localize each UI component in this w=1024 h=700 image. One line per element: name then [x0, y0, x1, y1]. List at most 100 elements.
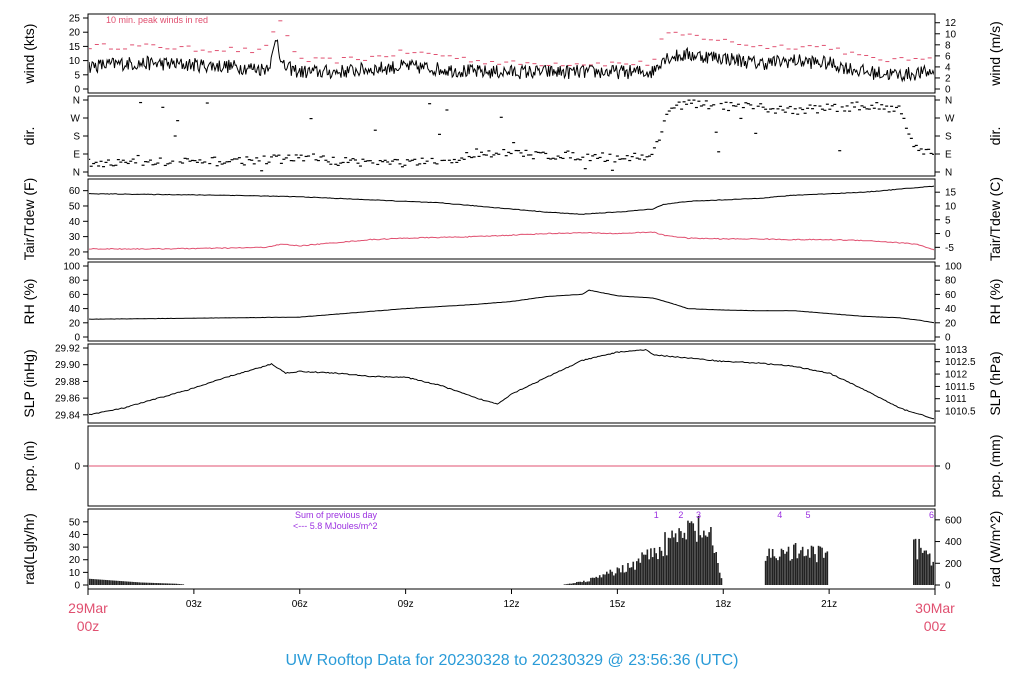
dir-ytick-label-right: W	[945, 114, 955, 125]
x-start-date: 29Mar	[68, 600, 108, 616]
x-tick-label: 21z	[821, 599, 837, 610]
pcp-ylabel-right: pcp. (mm)	[987, 435, 1003, 498]
temp-ytick-label-left: 30	[69, 232, 81, 243]
slp-ytick-label-left: 29.88	[55, 377, 80, 388]
rad-plot-area	[89, 516, 934, 585]
x-end-time: 00z	[924, 618, 947, 634]
wind-ytick-label-right: 12	[945, 18, 957, 29]
temp-ytick-label-right: 0	[945, 229, 951, 240]
wind-ytick-label-left: 15	[69, 42, 81, 53]
wind-plot-area	[89, 20, 934, 83]
wind-ytick-label-left: 20	[69, 28, 81, 39]
rh-ytick-label-right: 100	[945, 262, 962, 273]
dir-ytick-label-left: W	[71, 114, 81, 125]
slp-plot-area	[89, 348, 934, 420]
wind-ytick-label-left: 0	[74, 85, 80, 96]
dir-ytick-label-left: N	[73, 96, 80, 107]
rad-ytick-label-left: 30	[69, 543, 81, 554]
wind-ytick-label-right: 6	[945, 51, 951, 62]
rh-ytick-label-left: 100	[63, 262, 80, 273]
rad-ylabel-right: rad (W/m^2)	[987, 511, 1003, 588]
temp-tdew-line	[89, 231, 934, 251]
rh-ytick-label-right: 0	[945, 333, 951, 344]
rad-ytick-label-right: 200	[945, 559, 962, 570]
rh-plot-frame	[87, 261, 936, 342]
rad-ytick-label-right: 400	[945, 537, 962, 548]
rh-rh-line	[89, 289, 934, 324]
x-end-date: 30Mar	[915, 600, 955, 616]
temp-plot-area	[89, 185, 934, 251]
slp-ytick-label-left: 29.86	[55, 394, 80, 405]
dir-ylabel-right: dir.	[987, 127, 1003, 146]
x-axis: 03z 06z 09z 12z 15z 18z 21z 29Mar 00z 30Mar 00z	[68, 589, 955, 634]
rad-marker-label: 1	[654, 510, 659, 520]
temp-ylabel-right: Tair/Tdew (C)	[987, 177, 1003, 261]
x-tick-label: 12z	[503, 599, 519, 610]
slp-ytick-label-right: 1012.5	[945, 357, 976, 368]
wind-annotation: 10 min. peak winds in red	[106, 15, 208, 25]
rad-marker-label: 6	[929, 510, 934, 520]
chart-title: UW Rooftop Data for 20230328 to 20230329…	[286, 652, 739, 669]
wind-plot-frame	[87, 13, 936, 94]
dir-ytick-label-right: N	[945, 96, 952, 107]
temp-ytick-label-left: 50	[69, 201, 81, 212]
rad-marker-label: 2	[678, 510, 683, 520]
wind-ytick-label-right: 4	[945, 62, 951, 73]
dir-ytick-label-right: N	[945, 168, 952, 179]
rad-marker-label: 4	[777, 510, 782, 520]
wind-ylabel-left: wind (kts)	[21, 24, 37, 85]
rad-ytick-label-left: 10	[69, 568, 81, 579]
rh-ytick-label-right: 20	[945, 318, 957, 329]
rad-ytick-label-left: 50	[69, 517, 81, 528]
wind-ytick-label-right: 8	[945, 40, 951, 51]
slp-ytick-label-left: 29.90	[55, 360, 80, 371]
rad-ytick-label-right: 0	[945, 581, 951, 592]
temp-ytick-label-right: 15	[945, 188, 957, 199]
rh-ytick-label-right: 60	[945, 290, 957, 301]
wind-ylabel-right: wind (m/s)	[987, 21, 1003, 87]
slp-ytick-label-right: 1011.5	[945, 382, 975, 393]
slp-plot-frame	[87, 343, 936, 424]
wind-ytick-label-left: 10	[69, 56, 81, 67]
wind-ytick-label-right: 0	[945, 85, 951, 96]
slp-slp-line	[89, 348, 934, 420]
temp-ytick-label-right: 5	[945, 215, 951, 226]
pcp-ylabel-left: pcp. (in)	[21, 441, 37, 492]
dir-plot-area	[89, 99, 934, 172]
x-tick-label: 06z	[292, 599, 308, 610]
slp-ytick-label-right: 1011	[945, 394, 967, 405]
temp-ytick-label-right: -5	[945, 243, 954, 254]
rh-ytick-label-left: 20	[69, 318, 81, 329]
panel-pcp: 0 0 pcp. (in) pcp. (mm)	[21, 425, 1003, 507]
wind-ytick-label-right: 2	[945, 73, 951, 84]
temp-ytick-label-left: 60	[69, 186, 81, 197]
dir-ytick-label-right: S	[945, 132, 952, 143]
panel-slp: 29.84 29.86 29.88 29.90 29.92 1010.5 10111011.…	[21, 343, 1003, 424]
rad-ytick-label-left: 0	[74, 581, 80, 592]
rad-annotation-line1: Sum of previous day	[295, 510, 378, 520]
panel-temp: 20 30 40 50 60 -5 0 5 10 15 Tair/Tdew (F) Tair/Tdew…	[21, 177, 1003, 261]
dir-ytick-label-right: E	[945, 150, 952, 161]
dir-ytick-label-left: S	[73, 132, 80, 143]
rh-ylabel-left: RH (%)	[21, 279, 37, 325]
panel-rh: 0 20 40 60 80 100 0 20 40 60 80 100 RH (%) RH (%)	[21, 261, 1003, 344]
rad-annotation-line2: <--- 5.8 MJoules/m^2	[293, 521, 378, 531]
pcp-ytick-label-right: 0	[945, 462, 951, 473]
wind-ytick-label-left: 25	[69, 14, 81, 25]
temp-ytick-label-left: 40	[69, 217, 81, 228]
wind-speed-line	[89, 39, 934, 83]
rh-ytick-label-right: 80	[945, 276, 957, 287]
rh-ytick-label-left: 40	[69, 304, 81, 315]
rh-ytick-label-left: 80	[69, 276, 81, 287]
slp-ytick-label-left: 29.84	[55, 410, 80, 421]
x-tick-label: 03z	[186, 599, 202, 610]
wind-ytick-label-right: 10	[945, 29, 957, 40]
rh-plot-area	[89, 289, 934, 324]
temp-ylabel-left: Tair/Tdew (F)	[21, 178, 37, 260]
dir-ylabel-left: dir.	[21, 127, 37, 146]
rad-ytick-label-left: 40	[69, 530, 81, 541]
rh-ylabel-right: RH (%)	[987, 279, 1003, 325]
slp-ytick-label-right: 1013	[945, 345, 968, 356]
